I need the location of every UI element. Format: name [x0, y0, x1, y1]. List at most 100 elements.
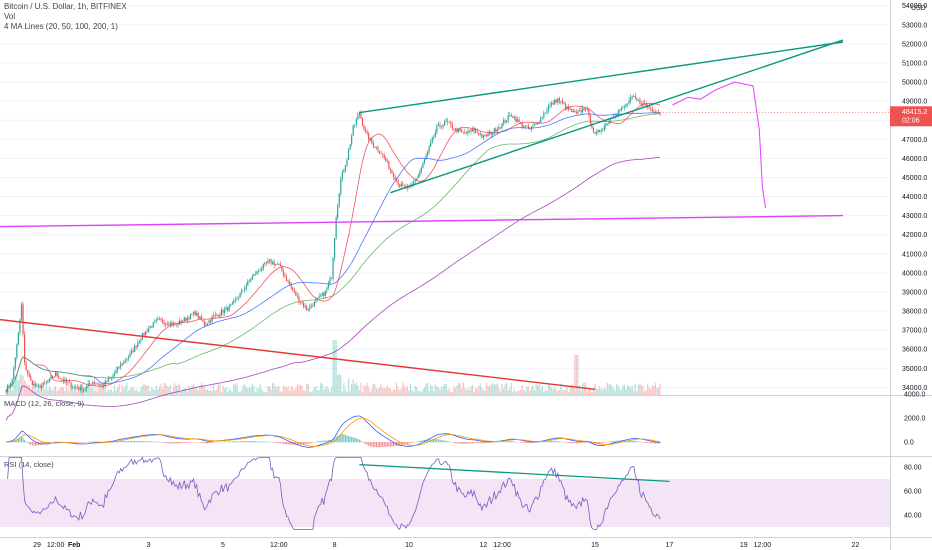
candle-body: [117, 366, 119, 371]
volume-bar: [634, 383, 636, 395]
volume-bar: [324, 388, 326, 395]
macd-histogram-bar: [14, 439, 16, 443]
macd-histogram-bar: [140, 441, 142, 443]
candle-body: [149, 326, 151, 329]
volume-bar: [223, 388, 226, 395]
macd-histogram-bar: [21, 436, 22, 443]
macd-histogram-bar: [642, 442, 644, 443]
volume-bar: [10, 384, 12, 395]
candle-body: [453, 128, 455, 130]
macd-histogram-bar: [296, 442, 298, 445]
macd-histogram-bar: [631, 440, 633, 443]
volume-bar: [558, 390, 560, 395]
macd-histogram-bar: [464, 442, 466, 444]
volume-bar: [19, 374, 21, 395]
candle-body: [81, 386, 83, 392]
macd-histogram-bar: [431, 439, 433, 443]
macd-histogram-bar: [560, 441, 562, 443]
volume-bar: [606, 382, 608, 395]
candle-body: [61, 378, 63, 380]
macd-histogram-bar: [470, 442, 472, 444]
candle-body: [19, 319, 21, 333]
volume-bar: [642, 386, 644, 395]
volume-bar: [647, 383, 649, 395]
volume-bar: [445, 384, 447, 395]
candle-body: [626, 103, 629, 105]
candle-body: [654, 112, 657, 113]
candle-body: [236, 299, 238, 300]
macd-histogram-bar: [579, 442, 580, 444]
candle-body: [313, 301, 316, 307]
macd-histogram-bar: [121, 440, 123, 443]
candle-body: [140, 339, 142, 342]
volume-bar: [28, 384, 30, 395]
volume-bar: [595, 388, 598, 395]
candle-body: [458, 128, 460, 133]
candle-body: [188, 317, 190, 320]
volume-bar: [50, 388, 52, 395]
candle-body: [30, 376, 32, 381]
candle-body: [17, 332, 19, 345]
macd-histogram-bar: [592, 442, 594, 444]
macd-histogram-bar: [278, 442, 280, 444]
candle-body: [344, 165, 347, 171]
candle-body: [352, 125, 354, 136]
candle-body: [582, 108, 584, 113]
candle-body: [106, 380, 108, 382]
volume-bar: [64, 391, 66, 395]
candle-body: [544, 112, 546, 114]
volume-bar: [185, 388, 187, 395]
volume-bar: [96, 391, 99, 395]
volume-bar: [518, 390, 520, 395]
price-tick-label: 54000.0: [902, 3, 927, 10]
candle-body: [423, 159, 426, 164]
volume-bar: [349, 390, 351, 395]
macd-histogram-bar: [541, 441, 543, 443]
volume-bar: [523, 389, 525, 395]
volume-bar: [30, 390, 32, 395]
ma-legend: 4 MA Lines (20, 50, 100, 200, 1): [4, 22, 118, 31]
macd-histogram-bar: [391, 442, 393, 447]
candle-body: [293, 290, 295, 292]
candle-body: [422, 163, 424, 168]
macd-histogram-bar: [327, 440, 329, 443]
candle-body: [304, 306, 306, 307]
macd-histogram-bar: [388, 442, 390, 447]
candle-body: [268, 259, 271, 261]
volume-bar: [375, 388, 378, 395]
volume-bar: [479, 383, 481, 395]
macd-histogram-bar: [614, 440, 616, 443]
candle-body: [609, 118, 612, 122]
candle-body: [326, 287, 328, 291]
candle-body: [310, 305, 312, 307]
candle-body: [148, 328, 150, 332]
macd-histogram-bar: [534, 442, 536, 443]
volume-bars: [5, 340, 661, 395]
candle-body: [192, 311, 195, 315]
candle-body: [296, 295, 298, 297]
macd-histogram-bar: [38, 442, 40, 446]
time-tick-label: 19: [740, 542, 748, 549]
volume-bar: [194, 388, 196, 395]
volume-bar: [431, 386, 433, 395]
candle-body: [151, 326, 153, 328]
candle-body: [656, 112, 658, 113]
volume-bar: [485, 382, 488, 395]
macd-histogram-bar: [475, 442, 477, 444]
macd-histogram-bar: [523, 442, 525, 444]
time-tick-label: 8: [333, 542, 337, 549]
candle-body: [183, 317, 185, 322]
volume-bar: [360, 382, 362, 395]
candle-body: [588, 109, 590, 115]
volume-bar: [391, 391, 393, 395]
candle-body: [31, 380, 33, 386]
macd-histogram-bar: [197, 442, 199, 443]
macd-histogram-bar: [340, 434, 342, 443]
volume-bar: [458, 382, 460, 395]
candle-body: [375, 147, 378, 148]
time-tick-label: 12: [480, 542, 488, 549]
volume-bar: [444, 383, 446, 395]
candle-body: [258, 271, 260, 272]
candle-body: [8, 384, 10, 386]
